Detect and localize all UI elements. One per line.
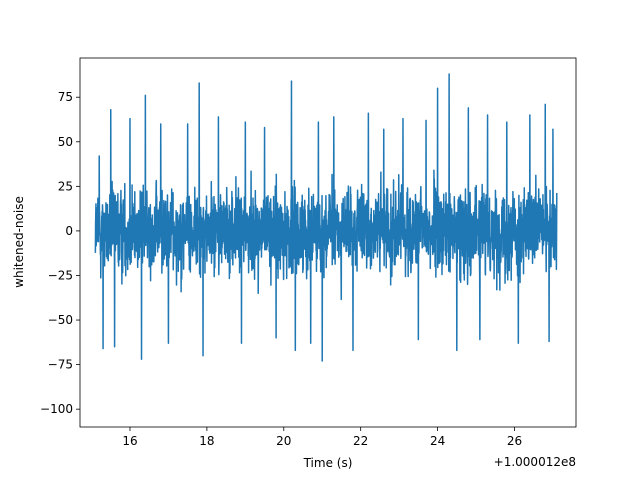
- series-line: [94, 73, 558, 362]
- y-tick-label: 50: [58, 135, 73, 149]
- x-axis: 16 18 20 22 24 26: [122, 427, 522, 448]
- y-tick-label: −50: [48, 313, 73, 327]
- y-axis-label: whitened-noise: [12, 196, 26, 288]
- y-tick-label: −100: [40, 402, 73, 416]
- x-tick-label: 22: [353, 434, 368, 448]
- x-tick-label: 20: [276, 434, 291, 448]
- y-tick-label: −25: [48, 268, 73, 282]
- x-tick-label: 18: [199, 434, 214, 448]
- x-axis-label: Time (s): [303, 456, 353, 470]
- y-tick-label: 0: [65, 224, 73, 238]
- x-tick-label: 26: [507, 434, 522, 448]
- axes-frame: [79, 57, 577, 428]
- y-tick-label: 75: [58, 90, 73, 104]
- x-offset-label: +1.000012e8: [494, 455, 576, 469]
- y-axis: −100 −75 −50 −25 0 25 50 75: [40, 90, 80, 416]
- plot-area: [94, 73, 558, 362]
- x-tick-label: 16: [122, 434, 137, 448]
- y-tick-label: −75: [48, 358, 73, 372]
- x-tick-label: 24: [430, 434, 445, 448]
- y-tick-label: 25: [58, 179, 73, 193]
